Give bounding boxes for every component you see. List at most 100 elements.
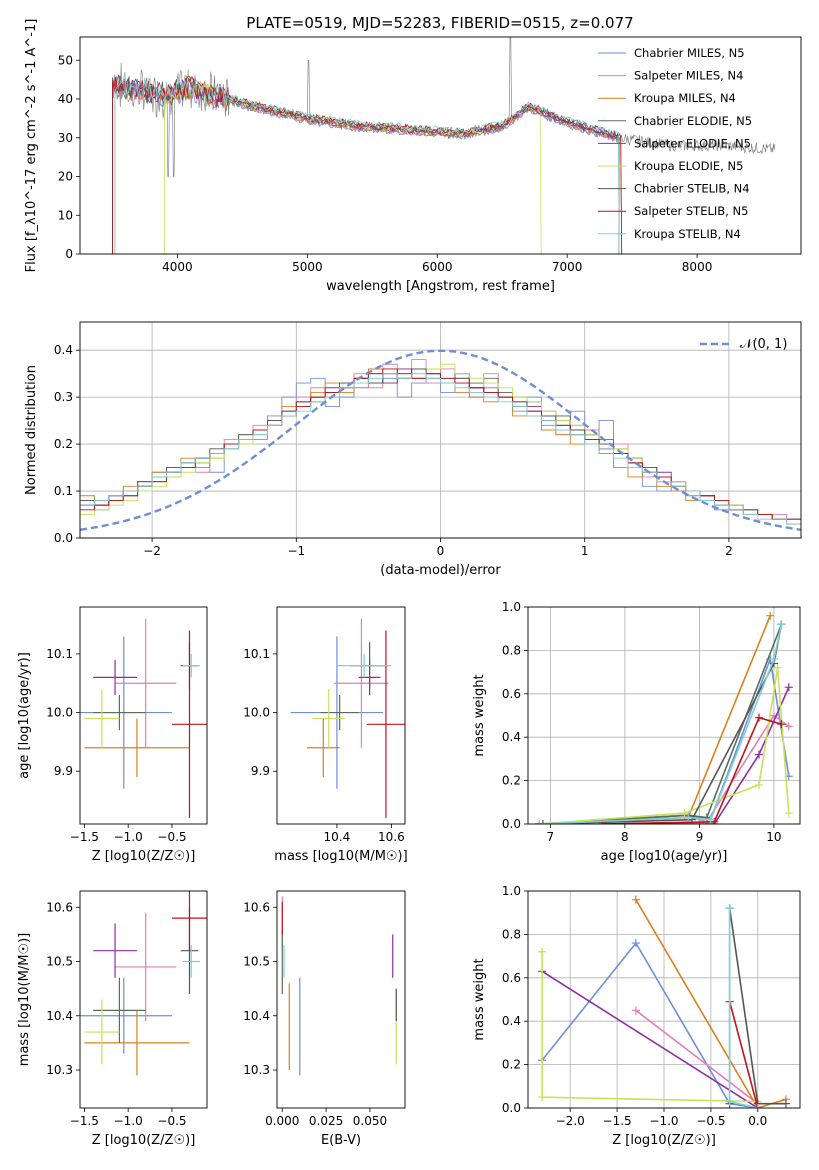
- x-tick-label: −0.5: [696, 1114, 725, 1128]
- x-tick-label: 2: [725, 544, 733, 558]
- weight-series-9: [539, 624, 783, 824]
- x-tick-label: −1.0: [114, 830, 143, 844]
- y-tick-label: 0: [65, 247, 73, 261]
- chart-age-vs-mass: 10.4 10.6 9.9 10.0 10.1 mass [log10(M/M☉)]: [243, 606, 408, 864]
- model-spectrum-line-9: [114, 75, 620, 254]
- weight-marker: [784, 722, 793, 731]
- weight-series-5: [602, 686, 790, 824]
- y-tick-label: 10: [58, 208, 73, 222]
- y-tick-label: 10.3: [243, 1063, 270, 1077]
- x-tick-label: −1.5: [70, 1114, 99, 1128]
- x-tick-label: 8: [621, 830, 629, 844]
- y-tick-label: 10.6: [46, 900, 73, 914]
- y-tick-label: 10.4: [46, 1009, 73, 1023]
- figure-title: PLATE=0519, MJD=52283, FIBERID=0515, z=0…: [246, 14, 633, 32]
- y-tick-label: 10.1: [46, 647, 73, 661]
- y-tick-label: 10.0: [46, 706, 73, 720]
- weight-series-4: [539, 624, 783, 824]
- weight-marker: [631, 895, 640, 904]
- y-tick-label: 10.4: [243, 1009, 270, 1023]
- weight-marker: [706, 815, 715, 824]
- gaussian-curve: [80, 349, 801, 531]
- legend-entry: Salpeter STELIB, N5: [634, 204, 748, 218]
- weight-marker: [781, 1099, 790, 1108]
- y-tick-label: 0.1: [54, 484, 73, 498]
- error-point-3: [306, 718, 340, 778]
- error-point-8: [366, 630, 405, 819]
- legend-entry: Salpeter ELODIE, N5: [634, 136, 751, 150]
- x-tick-label: 10: [766, 830, 781, 844]
- y-tick-label: 0.0: [502, 817, 521, 831]
- weight-marker: [725, 1097, 734, 1106]
- x-tick-label: 0.0: [748, 1114, 767, 1128]
- x-tick-label: 0.025: [309, 1114, 343, 1128]
- plot-area: [538, 895, 790, 1108]
- y-tick-label: 0.6: [502, 687, 521, 701]
- chart-massweight-vs-age: 7 8 9 10 0.0 0.2 0.4 0.6 0.8 1.0 age [log10(age/yr…: [472, 600, 801, 864]
- weight-marker: [777, 720, 786, 729]
- model-spectrum-line-5: [112, 74, 620, 254]
- y-tick-label: 50: [58, 53, 73, 67]
- weight-marker: [631, 1006, 640, 1015]
- x-tick-label: 0.000: [265, 1114, 299, 1128]
- histogram-series-9: [80, 373, 801, 525]
- weight-marker: [680, 809, 689, 818]
- legend-entry: Chabrier ELODIE, N5: [634, 114, 752, 128]
- weight-marker: [773, 663, 782, 672]
- error-point-4: [93, 694, 146, 731]
- error-point-8: [171, 630, 207, 819]
- error-point-8: [171, 891, 207, 951]
- error-point-1: [80, 977, 172, 1054]
- error-point-9: [336, 653, 392, 678]
- weight-series-8: [728, 1001, 759, 1108]
- x-axis-label: Z [log10(Z/Z☉)]: [92, 1133, 196, 1148]
- x-tick-label: 0.050: [353, 1114, 387, 1128]
- legend-entry: Kroupa ELODIE, N5: [634, 159, 743, 173]
- legend-entry: Kroupa STELIB, N4: [634, 227, 741, 241]
- y-tick-label: 10.6: [243, 900, 270, 914]
- weight-series-3: [635, 899, 787, 1108]
- weight-series-6: [539, 667, 790, 824]
- error-point-4: [93, 977, 146, 1043]
- axes-frame: [527, 606, 801, 825]
- x-axis-label: E(B-V): [321, 1133, 361, 1148]
- model-spectrum-line-7: [112, 75, 620, 254]
- error-point-2: [115, 912, 177, 1022]
- histogram-series-6: [80, 363, 801, 525]
- weight-marker: [755, 780, 764, 789]
- weight-marker: [784, 809, 793, 818]
- x-tick-label: −2: [143, 544, 161, 558]
- y-tick-label: 10.5: [46, 955, 73, 969]
- y-axis-label: mass [log10(M/M☉)]: [17, 933, 32, 1066]
- chart-massweight-vs-Z: −2.0 −1.5 −1.0 −0.5 0.0 0.0 0.2 0.4 0.6 0.8 1.0 Z […: [472, 884, 801, 1148]
- plot-area: [290, 618, 405, 819]
- y-tick-label: 0.0: [502, 1101, 521, 1115]
- y-tick-label: 0.4: [502, 1014, 521, 1028]
- model-spectrum-line-1: [112, 82, 620, 254]
- x-tick-label: 0: [437, 544, 445, 558]
- x-tick-label: −1.0: [114, 1114, 143, 1128]
- x-tick-label: −1.5: [603, 1114, 632, 1128]
- error-point-4: [320, 694, 359, 731]
- y-tick-label: 0.3: [54, 390, 73, 404]
- y-tick-label: 9.9: [54, 764, 73, 778]
- x-tick-label: 5000: [292, 260, 323, 274]
- y-tick-label: 0.8: [502, 643, 521, 657]
- legend-entry: Kroupa MILES, N4: [634, 91, 736, 105]
- x-tick-label: −1: [287, 544, 305, 558]
- weight-series-2: [635, 1009, 759, 1105]
- plot-area: [281, 896, 397, 1076]
- weight-marker: [784, 683, 793, 692]
- weight-series-5: [541, 970, 759, 1108]
- weight-series-2: [539, 714, 790, 824]
- y-tick-label: 0.2: [502, 1058, 521, 1072]
- axes-frame: [79, 606, 208, 825]
- weight-series-1: [539, 655, 790, 824]
- weight-marker: [538, 1093, 547, 1102]
- error-point-9: [182, 653, 200, 678]
- x-tick-label: 7: [547, 830, 555, 844]
- y-tick-label: 10.3: [46, 1063, 73, 1077]
- x-tick-label: −1.0: [649, 1114, 678, 1128]
- chart-mass-vs-Z: −1.5 −1.0 −0.5 10.3 10.4 10.5 10.6 Z [log10(Z/Z…: [17, 890, 208, 1148]
